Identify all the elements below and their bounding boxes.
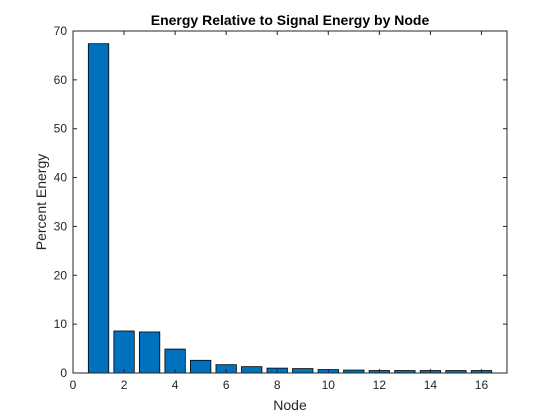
y-tick-label: 60: [54, 73, 68, 87]
chart-title: Energy Relative to Signal Energy by Node: [151, 12, 430, 28]
bar-node-9: [292, 368, 314, 374]
x-tick-label: 2: [121, 378, 128, 392]
x-tick-label: 14: [424, 378, 438, 392]
x-tick-label: 0: [70, 378, 77, 392]
bar-node-2: [113, 330, 135, 374]
bar-node-1: [87, 43, 110, 374]
x-tick-label: 10: [322, 378, 336, 392]
y-tick-label: 40: [54, 171, 68, 185]
bars-group: [87, 43, 493, 374]
x-tick-label: 6: [223, 378, 230, 392]
y-axis-label: Percent Energy: [33, 154, 49, 251]
x-tick-label: 12: [373, 378, 387, 392]
x-tick-label: 8: [274, 378, 281, 392]
plot-area-frame: [72, 30, 508, 374]
y-axis: 0 10 20 30 40 50 60 70: [54, 24, 507, 380]
x-tick-label: 16: [475, 378, 489, 392]
y-tick-label: 10: [54, 317, 68, 331]
y-tick-label: 70: [54, 24, 68, 38]
bar-node-5: [190, 359, 212, 374]
y-tick-label: 0: [60, 366, 67, 380]
x-tick-label: 4: [172, 378, 179, 392]
y-tick-label: 50: [54, 122, 68, 136]
bar-node-3: [138, 331, 161, 374]
y-tick-label: 30: [54, 219, 68, 233]
y-tick-label: 20: [54, 268, 68, 282]
x-axis-label: Node: [273, 397, 307, 413]
bar-node-7: [241, 366, 263, 374]
x-axis: 0 2 4 6 8 10 12 14 16: [70, 31, 489, 392]
